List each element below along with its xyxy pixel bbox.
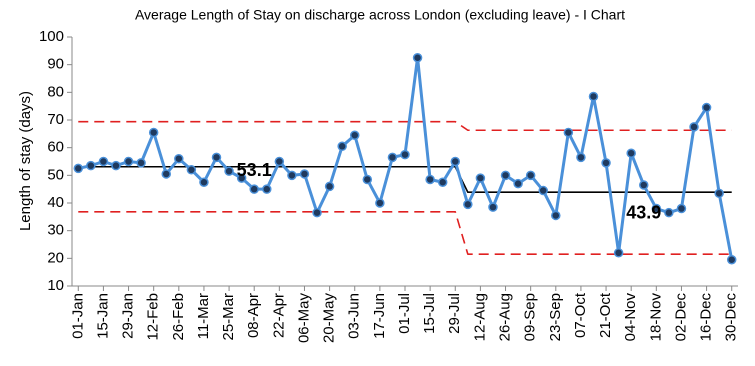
y-tick-label: 70 xyxy=(47,111,64,128)
data-point xyxy=(425,174,435,185)
y-tick-label: 100 xyxy=(39,28,64,45)
data-point xyxy=(86,160,96,171)
data-point xyxy=(324,181,335,192)
data-point xyxy=(299,169,310,179)
data-point xyxy=(236,173,247,183)
data-point xyxy=(400,149,410,160)
data-point xyxy=(224,166,234,176)
data-point xyxy=(349,130,360,140)
annotation: 53.1 xyxy=(237,160,272,180)
x-tick-label: 16-Dec xyxy=(698,293,715,342)
data-point xyxy=(174,153,184,164)
x-tick-label: 04-Nov xyxy=(622,293,639,342)
data-point xyxy=(538,185,548,196)
data-point xyxy=(362,174,373,185)
x-tick-label: 09-Sep xyxy=(522,293,539,341)
data-point xyxy=(287,170,297,181)
annotation: 43.9 xyxy=(626,202,661,222)
x-tick-label: 29-Jul xyxy=(446,293,463,334)
x-tick-label: 29-Jan xyxy=(120,293,137,339)
x-tick-label: 11-Mar xyxy=(195,293,212,339)
data-point xyxy=(450,156,461,167)
data-point xyxy=(651,203,662,214)
data-point xyxy=(488,202,498,212)
data-point xyxy=(714,188,724,199)
data-point xyxy=(161,169,171,179)
x-tick-label: 12-Aug xyxy=(471,293,488,341)
x-tick-label: 26-Aug xyxy=(496,293,513,341)
y-tick-label: 50 xyxy=(47,166,64,183)
x-tick-label: 25-Mar xyxy=(220,293,237,341)
x-tick-label: 06-May xyxy=(295,293,312,344)
data-point xyxy=(337,141,347,152)
data-point xyxy=(639,180,649,190)
data-point xyxy=(387,152,398,163)
y-axis-title: Length of stay (days) xyxy=(17,91,34,231)
data-point xyxy=(375,198,385,208)
data-point xyxy=(148,127,159,138)
x-tick-label: 03-Jun xyxy=(346,293,363,339)
control-line xyxy=(78,120,732,132)
y-tick-label: 60 xyxy=(47,139,64,156)
data-point xyxy=(111,160,121,171)
y-tick-label: 90 xyxy=(47,56,64,73)
data-point xyxy=(576,152,586,163)
x-tick-label: 26-Feb xyxy=(170,293,187,341)
x-tick-label: 02-Dec xyxy=(672,293,689,342)
data-point xyxy=(262,184,272,194)
data-point xyxy=(601,158,611,168)
data-point xyxy=(551,210,561,221)
x-tick-label: 08-Apr xyxy=(245,293,262,338)
x-tick-label: 20-May xyxy=(321,293,338,344)
x-tick-label: 01-Jan xyxy=(69,293,86,339)
data-point xyxy=(475,173,486,183)
data-point xyxy=(525,170,536,181)
data-point xyxy=(312,207,322,218)
y-tick-label: 20 xyxy=(47,249,64,266)
data-point xyxy=(563,127,574,138)
y-tick-label: 40 xyxy=(47,194,64,211)
data-point xyxy=(726,254,737,265)
data-point xyxy=(463,199,473,210)
x-tick-label: 30-Dec xyxy=(723,293,740,342)
control-line xyxy=(78,165,732,194)
data-point xyxy=(613,248,624,258)
y-tick-label: 30 xyxy=(47,222,64,239)
y-tick-label: 80 xyxy=(47,83,64,100)
data-point xyxy=(136,158,146,168)
data-point xyxy=(689,122,699,132)
data-point xyxy=(701,102,712,113)
data-point xyxy=(437,177,448,187)
x-tick-label: 21-Oct xyxy=(597,292,614,338)
x-tick-label: 12-Feb xyxy=(145,293,162,341)
data-point xyxy=(588,91,599,102)
data-point xyxy=(211,152,222,163)
data-point xyxy=(123,156,134,167)
x-tick-label: 01-Jul xyxy=(396,293,413,334)
data-point xyxy=(500,170,511,181)
data-point xyxy=(626,148,636,158)
chart-title: Average Length of Stay on discharge acro… xyxy=(135,7,625,23)
y-tick-label: 10 xyxy=(47,277,64,294)
data-point xyxy=(513,178,523,189)
x-tick-label: 18-Nov xyxy=(647,293,664,342)
data-point xyxy=(664,207,674,218)
data-point xyxy=(274,156,285,167)
data-point xyxy=(199,177,209,187)
data-point xyxy=(676,203,687,214)
data-point xyxy=(412,53,423,63)
x-tick-label: 23-Sep xyxy=(547,293,564,341)
data-point xyxy=(98,156,109,167)
data-point xyxy=(249,184,259,194)
data-point xyxy=(73,163,84,174)
x-tick-label: 15-Jul xyxy=(421,293,438,334)
x-tick-label: 17-Jun xyxy=(371,293,388,339)
x-tick-label: 15-Jan xyxy=(94,293,111,339)
x-tick-label: 22-Apr xyxy=(270,293,287,338)
x-tick-label: 07-Oct xyxy=(572,292,589,338)
data-point xyxy=(186,165,197,175)
